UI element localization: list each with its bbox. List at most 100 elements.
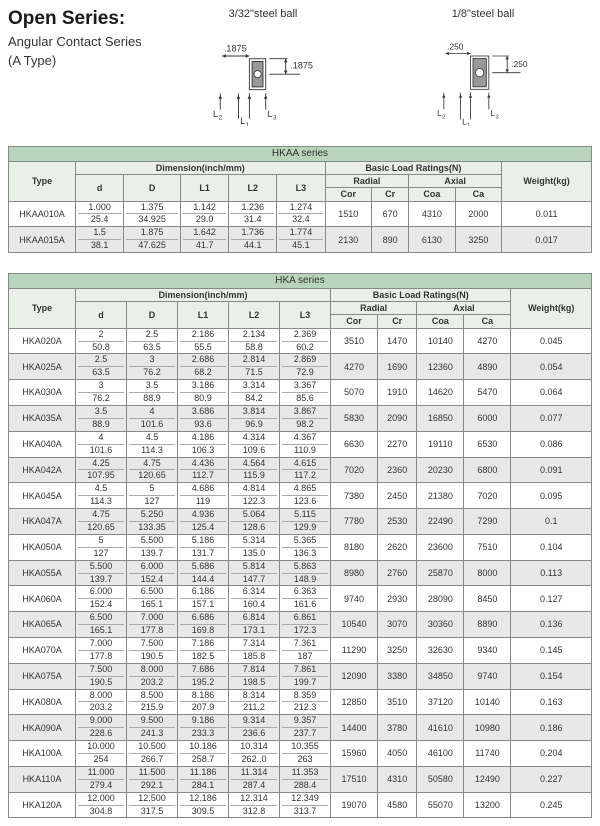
dim-cell: 8.359212.3 — [280, 689, 331, 715]
coa-cell: 22490 — [417, 509, 464, 535]
weight-cell: 0.136 — [511, 612, 592, 638]
col-d: d — [76, 301, 127, 328]
ca-cell: 6530 — [464, 431, 511, 457]
dim-cell: 2.68668.2 — [178, 354, 229, 380]
dim-cell: 4.686119 — [178, 483, 229, 509]
col-type: Type — [9, 288, 76, 328]
dim-cell: 7.861199.7 — [280, 663, 331, 689]
cr-cell: 2930 — [378, 586, 417, 612]
table-row: HKA055A5.500139.76.000152.45.686144.45.8… — [9, 560, 592, 586]
coa-cell: 23600 — [417, 534, 464, 560]
dim-cell: 2.36960.2 — [280, 328, 331, 354]
svg-text:1: 1 — [246, 122, 250, 126]
dim-cell: 376.2 — [76, 380, 127, 406]
col-L2: L2 — [229, 301, 280, 328]
dim-cell: 6.363161.6 — [280, 586, 331, 612]
cor-cell: 10540 — [331, 612, 378, 638]
dim-cell: 4.367110.9 — [280, 431, 331, 457]
table-row: HKA075A7.500190.58.000203.27.686195.27.8… — [9, 663, 592, 689]
dim-cell: 5127 — [127, 483, 178, 509]
dim-cell: 1.27432.4 — [277, 201, 325, 227]
hka-series-header: HKA series — [9, 274, 592, 289]
type-cell: HKA020A — [9, 328, 76, 354]
cor-cell: 6630 — [331, 431, 378, 457]
col-weight: Weight(kg) — [502, 161, 592, 201]
hka-table: HKA series Type Dimension(inch/mm) Basic… — [8, 273, 592, 818]
dim-cell: 7.500190.5 — [127, 638, 178, 664]
dim-cell: 4101.6 — [76, 431, 127, 457]
col-cor: Cor — [325, 188, 371, 201]
weight-cell: 0.011 — [502, 201, 592, 227]
dim-cell: 12.314312.8 — [229, 792, 280, 818]
col-coa: Coa — [409, 188, 455, 201]
cr-cell: 4580 — [378, 792, 417, 818]
type-cell: HKAA010A — [9, 201, 76, 227]
dim-cell: 7.361187 — [280, 638, 331, 664]
cr-cell: 3510 — [378, 689, 417, 715]
table-row: HKA080A8.000203.28.500215.98.186207.98.3… — [9, 689, 592, 715]
cor-cell: 15960 — [331, 741, 378, 767]
coa-cell: 55070 — [417, 792, 464, 818]
weight-cell: 0.054 — [511, 354, 592, 380]
weight-cell: 0.204 — [511, 741, 592, 767]
weight-cell: 0.127 — [511, 586, 592, 612]
dim-cell: 6.186157.1 — [178, 586, 229, 612]
dim-cell: 3.18680.9 — [178, 380, 229, 406]
cr-cell: 3780 — [378, 715, 417, 741]
dim-cell: 5.814147.7 — [229, 560, 280, 586]
dim-cell: 1.73644.1 — [229, 227, 277, 253]
page-title: Open Series: — [8, 8, 188, 30]
cor-cell: 8180 — [331, 534, 378, 560]
type-cell: HKA090A — [9, 715, 76, 741]
diagram-1-8: 1/8"steel ball .250 .250 L2 L1 L3 — [418, 8, 548, 126]
dim-cell: 9.186233.3 — [178, 715, 229, 741]
coa-cell: 4310 — [409, 201, 455, 227]
dim-cell: 5.115129.9 — [280, 509, 331, 535]
ca-cell: 12490 — [464, 766, 511, 792]
coa-cell: 28090 — [417, 586, 464, 612]
table-row: HKAA010A1.00025.41.37534.9251.14229.01.2… — [9, 201, 592, 227]
cr-cell: 2360 — [378, 457, 417, 483]
ca-cell: 7510 — [464, 534, 511, 560]
cor-cell: 11290 — [331, 638, 378, 664]
table-row: HKA042A4.25107.954.75120.654.436112.74.5… — [9, 457, 592, 483]
col-load: Basic Load Ratings(N) — [331, 288, 511, 301]
svg-text:L: L — [240, 116, 245, 126]
dim-cell: 5.064128.6 — [229, 509, 280, 535]
col-ca: Ca — [455, 188, 502, 201]
ca-cell: 8890 — [464, 612, 511, 638]
type-cell: HKA055A — [9, 560, 76, 586]
svg-text:.250: .250 — [447, 41, 464, 51]
coa-cell: 10140 — [417, 328, 464, 354]
table-row: HKA030A376.23.588.93.18680.93.31484.23.3… — [9, 380, 592, 406]
dim-cell: 8.000203.2 — [76, 689, 127, 715]
cor-cell: 7380 — [331, 483, 378, 509]
dim-cell: 4.865123.6 — [280, 483, 331, 509]
ca-cell: 10980 — [464, 715, 511, 741]
col-axial: Axial — [417, 301, 511, 314]
type-cell: HKA050A — [9, 534, 76, 560]
dim-cell: 4.314109.6 — [229, 431, 280, 457]
type-cell: HKA065A — [9, 612, 76, 638]
weight-cell: 0.186 — [511, 715, 592, 741]
dim-cell: 9.357237.7 — [280, 715, 331, 741]
weight-cell: 0.091 — [511, 457, 592, 483]
dim-cell: 7.000177.8 — [127, 612, 178, 638]
dim-cell: 3.31484.2 — [229, 380, 280, 406]
dim-cell: 5.314135.0 — [229, 534, 280, 560]
dim-cell: 4.5114.3 — [127, 431, 178, 457]
dim-cell: 6.861172.3 — [280, 612, 331, 638]
dim-cell: 12.500317.5 — [127, 792, 178, 818]
col-cr: Cr — [378, 315, 417, 328]
dim-cell: 3.588.9 — [127, 380, 178, 406]
dim-cell: 1.37534.925 — [124, 201, 181, 227]
cor-cell: 14400 — [331, 715, 378, 741]
type-cell: HKA075A — [9, 663, 76, 689]
dim-cell: 3.86798.2 — [280, 405, 331, 431]
table-row: HKA050A51275.500139.75.186131.75.314135.… — [9, 534, 592, 560]
dim-cell: 12.349313.7 — [280, 792, 331, 818]
dim-cell: 11.353288.4 — [280, 766, 331, 792]
table-row: HKA090A9.000228.69.500241.39.186233.39.3… — [9, 715, 592, 741]
dim-cell: 2.563.5 — [127, 328, 178, 354]
dim-cell: 11.500292.1 — [127, 766, 178, 792]
